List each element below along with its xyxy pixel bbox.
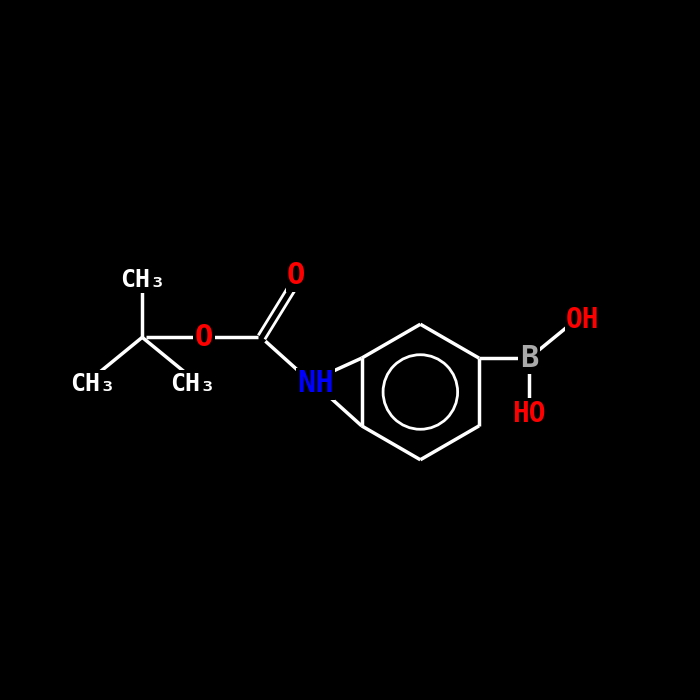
Text: CH₃: CH₃ [120, 267, 164, 292]
Text: CH₃: CH₃ [70, 372, 115, 396]
Text: OH: OH [566, 306, 600, 334]
Text: F: F [299, 370, 317, 400]
Text: O: O [195, 323, 213, 352]
Text: B: B [520, 344, 538, 372]
Text: HO: HO [512, 400, 546, 428]
Text: NH: NH [297, 369, 334, 398]
Text: O: O [287, 261, 305, 290]
Text: CH₃: CH₃ [170, 372, 215, 396]
